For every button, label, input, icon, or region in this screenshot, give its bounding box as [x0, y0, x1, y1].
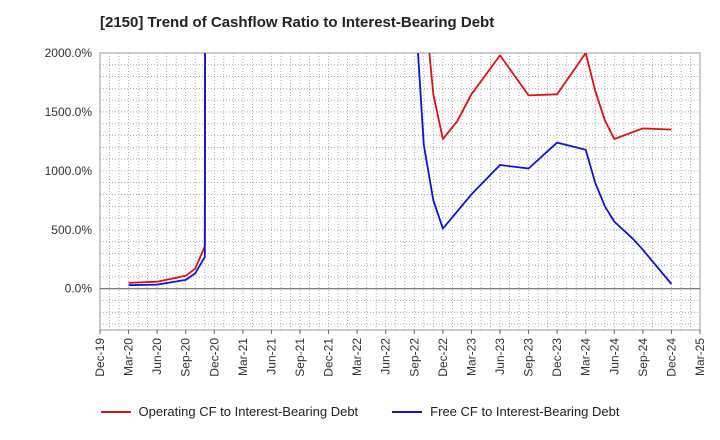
x-tick-label: Mar-20: [122, 338, 136, 376]
x-tick-label: Dec-24: [664, 338, 678, 377]
legend-swatch-free-cf: [392, 410, 423, 413]
x-tick-label: Jun-24: [607, 338, 621, 375]
legend-item-operating-cf: Operating CF to Interest-Bearing Debt: [100, 404, 359, 419]
series-line-0: [428, 53, 672, 140]
x-tick-label: Sep-20: [179, 338, 193, 377]
x-tick-label: Sep-22: [407, 338, 421, 377]
y-tick-label: 1500.0%: [45, 105, 93, 119]
x-tick-label: Jun-23: [493, 338, 507, 375]
legend-label-free-cf: Free CF to Interest-Bearing Debt: [430, 404, 620, 419]
x-tick-label: Dec-20: [207, 338, 221, 377]
x-axis-ticks: Dec-19 Mar-20 Jun-20 Sep-20 Dec-20 Mar-21 Jun-…: [93, 330, 707, 377]
y-tick-label: 500.0%: [51, 223, 92, 237]
legend-item-free-cf: Free CF to Interest-Bearing Debt: [392, 404, 619, 419]
x-tick-label: Dec-19: [93, 338, 107, 377]
legend: Operating CF to Interest-Bearing Debt Fr…: [0, 404, 720, 419]
legend-swatch-operating-cf: [100, 410, 131, 413]
x-tick-label: Jun-21: [264, 338, 278, 375]
x-tick-label: Dec-23: [550, 338, 564, 377]
chart-title: [2150] Trend of Cashflow Ratio to Intere…: [100, 14, 495, 31]
x-tick-label: Dec-22: [436, 338, 450, 377]
y-tick-label: 0.0%: [65, 282, 93, 296]
x-tick-label: Dec-21: [322, 338, 336, 377]
y-axis-ticks: 0.0% 500.0% 1000.0% 1500.0% 2000.0%: [45, 46, 93, 296]
x-tick-label: Mar-22: [350, 338, 364, 376]
x-tick-label: Sep-21: [293, 338, 307, 377]
series-line-1: [417, 53, 673, 285]
x-tick-label: Mar-24: [579, 338, 593, 376]
grid-layer: [99, 52, 701, 330]
x-tick-label: Jun-22: [379, 338, 393, 375]
x-tick-label: Sep-23: [522, 338, 536, 377]
x-tick-label: Mar-23: [464, 338, 478, 376]
series-layer: [128, 53, 673, 287]
series-line-1: [128, 53, 207, 287]
x-tick-label: Jun-20: [150, 338, 164, 375]
y-tick-label: 2000.0%: [45, 46, 93, 60]
x-tick-label: Mar-25: [693, 338, 707, 376]
legend-label-operating-cf: Operating CF to Interest-Bearing Debt: [138, 404, 359, 419]
x-tick-label: Mar-21: [236, 338, 250, 376]
y-tick-label: 1000.0%: [45, 164, 93, 178]
x-tick-label: Sep-24: [636, 338, 650, 377]
